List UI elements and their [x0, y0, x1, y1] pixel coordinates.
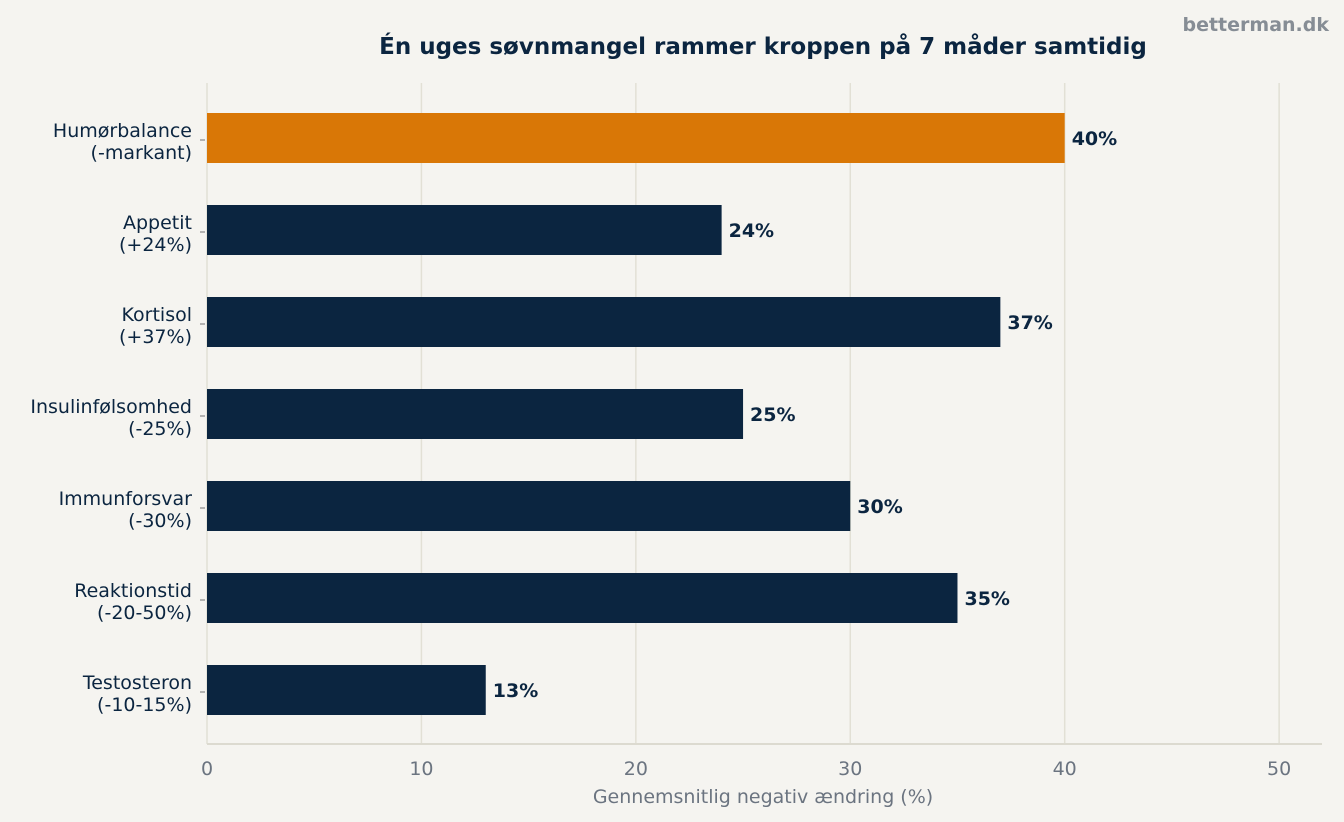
bar-value-label: 37% [1007, 312, 1052, 334]
x-tick-label: 20 [624, 758, 648, 780]
bar-value-label: 30% [857, 496, 902, 518]
category-name: Kortisol [122, 304, 192, 326]
bar [207, 113, 1065, 163]
category-label: Immunforsvar (-30%) [59, 488, 193, 532]
category-name: Reaktionstid [74, 580, 192, 602]
bar-value-label: 35% [964, 588, 1009, 610]
bar-value-label: 24% [729, 220, 774, 242]
axes: 0 10 20 30 40 50 Humørbalance (-markant) Appetit… [30, 120, 1322, 780]
category-change: (+37%) [119, 326, 192, 348]
bar-value-label: 25% [750, 404, 795, 426]
category-label: Testosteron (-10-15%) [82, 672, 192, 716]
x-tick-label: 50 [1267, 758, 1291, 780]
bar [207, 205, 722, 255]
bar-value-label: 40% [1072, 128, 1117, 150]
category-change: (-30%) [128, 510, 192, 532]
x-tick-label: 40 [1053, 758, 1077, 780]
bar [207, 297, 1001, 347]
bar-value-label: 13% [493, 680, 538, 702]
chart-title: Én uges søvnmangel rammer kroppen på 7 m… [379, 32, 1147, 60]
category-change: (-10-15%) [97, 694, 192, 716]
category-change: (-markant) [91, 142, 192, 164]
bar [207, 665, 486, 715]
category-change: (-20-50%) [97, 602, 192, 624]
x-tick-label: 0 [201, 758, 213, 780]
bar [207, 481, 851, 531]
category-name: Insulinfølsomhed [30, 396, 192, 418]
category-name: Immunforsvar [59, 488, 193, 510]
category-name: Appetit [123, 212, 192, 234]
category-change: (+24%) [119, 234, 192, 256]
category-label: Humørbalance (-markant) [53, 120, 192, 164]
x-tick-label: 10 [409, 758, 433, 780]
category-label: Insulinfølsomhed (-25%) [30, 396, 192, 440]
brand-label: betterman.dk [1182, 14, 1329, 36]
category-name: Testosteron [82, 672, 192, 694]
category-name: Humørbalance [53, 120, 192, 142]
bar [207, 573, 958, 623]
bars: 40% 24% 37% 25% 30% 35% 13% [207, 113, 1117, 715]
bar [207, 389, 744, 439]
category-label: Reaktionstid (-20-50%) [74, 580, 192, 624]
x-axis-label: Gennemsnitlig negativ ændring (%) [593, 786, 933, 808]
category-label: Appetit (+24%) [119, 212, 192, 256]
x-tick-label: 30 [838, 758, 862, 780]
category-change: (-25%) [128, 418, 192, 440]
category-label: Kortisol (+37%) [119, 304, 192, 348]
